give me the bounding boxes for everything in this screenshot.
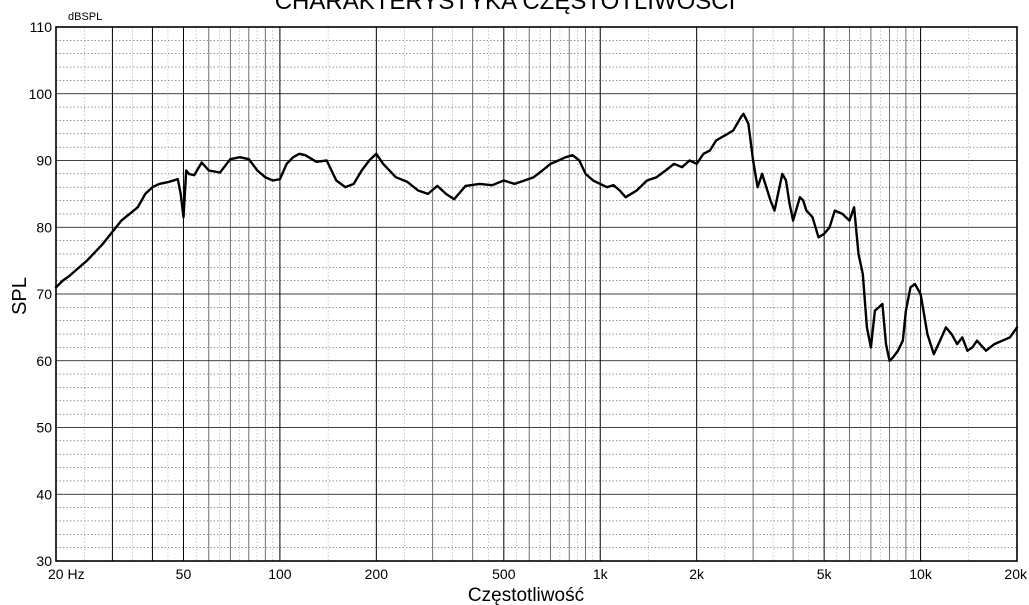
- chart-title: CHARAKTERYSTYKA CZĘSTOTLIWOŚCI: [275, 0, 736, 15]
- y-tick-label: 60: [36, 353, 52, 369]
- x-tick-label: 500: [492, 566, 516, 582]
- x-tick-label: 50: [176, 566, 192, 582]
- series-line: [54, 112, 1019, 362]
- x-axis-label: Częstotliwość: [468, 585, 584, 605]
- x-tick-label: 1k: [593, 566, 609, 582]
- x-tick-label: 5k: [817, 566, 833, 582]
- x-tick-label: 20 Hz: [48, 566, 85, 582]
- y-tick-label: 100: [29, 86, 53, 102]
- y-tick-label: 50: [36, 420, 52, 436]
- grid: [55, 26, 1018, 562]
- y-tick-label: 30: [36, 553, 52, 569]
- plot-frame: [55, 26, 1018, 562]
- y-tick-label: 40: [36, 486, 52, 502]
- x-tick-label: 20k: [1004, 566, 1028, 582]
- x-tick-label: 10k: [909, 566, 933, 582]
- x-tick-label: 100: [268, 566, 292, 582]
- y-tick-label: 70: [36, 286, 52, 302]
- x-tick-label: 200: [365, 566, 389, 582]
- y-axis-unit: dBSPL: [68, 11, 102, 23]
- y-tick-label: 80: [36, 219, 52, 235]
- y-tick-label: 110: [30, 19, 53, 35]
- y-axis-label: SPL: [9, 277, 31, 315]
- tick-labels: 30 40 50 60 70 80 90 100 110 20 Hz 50 100 200 500 1k 2k…: [29, 19, 1028, 582]
- x-tick-label: 2k: [689, 566, 705, 582]
- y-tick-label: 90: [36, 153, 52, 169]
